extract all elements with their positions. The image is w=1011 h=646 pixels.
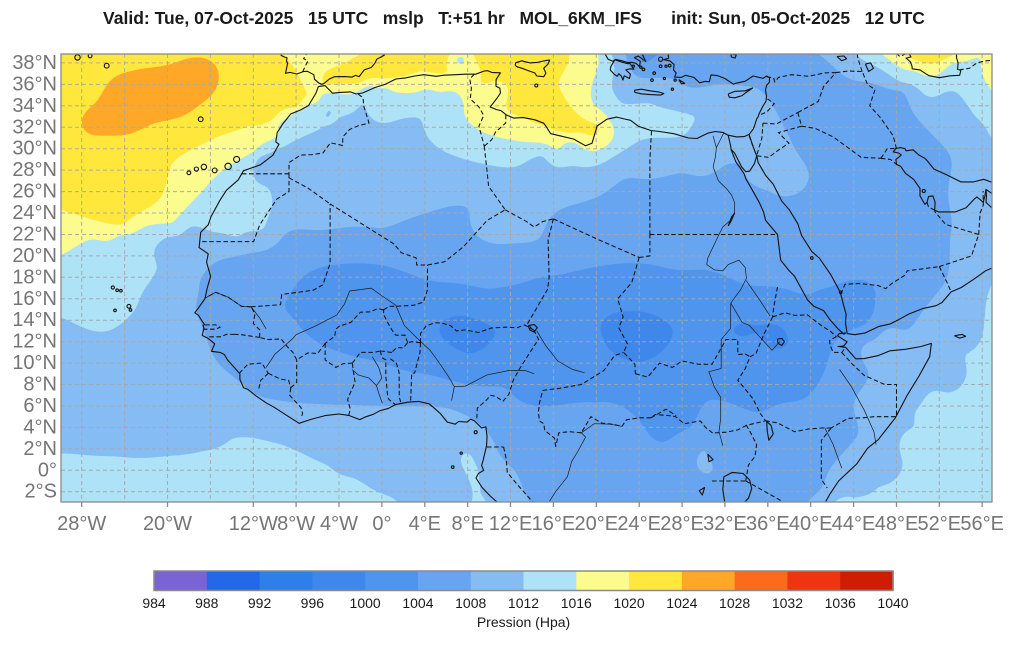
svg-text:992: 992 bbox=[248, 595, 272, 611]
svg-text:8°W: 8°W bbox=[277, 513, 315, 535]
svg-text:2°S: 2°S bbox=[25, 481, 57, 503]
svg-text:28°E: 28°E bbox=[660, 513, 704, 535]
svg-text:24°E: 24°E bbox=[617, 513, 661, 535]
svg-text:20°E: 20°E bbox=[575, 513, 619, 535]
svg-text:6°N: 6°N bbox=[23, 395, 57, 417]
svg-text:48°E: 48°E bbox=[875, 513, 919, 535]
svg-text:4°N: 4°N bbox=[23, 416, 57, 438]
svg-text:8°N: 8°N bbox=[23, 374, 57, 396]
svg-text:8°E: 8°E bbox=[451, 513, 483, 535]
svg-text:36°N: 36°N bbox=[12, 73, 57, 95]
svg-text:12°N: 12°N bbox=[12, 331, 57, 353]
svg-text:1036: 1036 bbox=[825, 595, 856, 611]
svg-text:996: 996 bbox=[301, 595, 325, 611]
svg-text:1012: 1012 bbox=[508, 595, 539, 611]
svg-text:Valid: Tue, 07-Oct-2025 15 U: Valid: Tue, 07-Oct-2025 15 UTC mslp T:+5… bbox=[103, 8, 925, 28]
svg-text:32°N: 32°N bbox=[12, 116, 57, 138]
svg-text:10°N: 10°N bbox=[12, 352, 57, 374]
svg-text:30°N: 30°N bbox=[12, 138, 57, 160]
svg-text:1008: 1008 bbox=[455, 595, 486, 611]
svg-text:18°N: 18°N bbox=[12, 266, 57, 288]
svg-text:16°E: 16°E bbox=[532, 513, 576, 535]
svg-text:1024: 1024 bbox=[666, 595, 697, 611]
svg-text:1032: 1032 bbox=[772, 595, 803, 611]
svg-text:52°E: 52°E bbox=[918, 513, 962, 535]
svg-text:1000: 1000 bbox=[350, 595, 381, 611]
svg-text:988: 988 bbox=[195, 595, 219, 611]
svg-text:44°E: 44°E bbox=[832, 513, 876, 535]
svg-text:22°N: 22°N bbox=[12, 224, 57, 246]
svg-text:12°E: 12°E bbox=[489, 513, 533, 535]
svg-text:16°N: 16°N bbox=[12, 288, 57, 310]
svg-text:12°W: 12°W bbox=[229, 513, 278, 535]
svg-text:38°N: 38°N bbox=[12, 52, 57, 74]
svg-text:56°E: 56°E bbox=[960, 513, 1004, 535]
svg-text:1040: 1040 bbox=[877, 595, 908, 611]
svg-text:984: 984 bbox=[142, 595, 166, 611]
svg-text:1016: 1016 bbox=[561, 595, 592, 611]
svg-text:40°E: 40°E bbox=[789, 513, 833, 535]
svg-text:24°N: 24°N bbox=[12, 202, 57, 224]
svg-text:1020: 1020 bbox=[613, 595, 644, 611]
svg-text:34°N: 34°N bbox=[12, 95, 57, 117]
svg-text:Pression (Hpa): Pression (Hpa) bbox=[477, 614, 570, 630]
svg-text:28°N: 28°N bbox=[12, 159, 57, 181]
svg-text:36°E: 36°E bbox=[746, 513, 790, 535]
svg-text:1004: 1004 bbox=[402, 595, 433, 611]
svg-text:0°: 0° bbox=[38, 459, 57, 481]
svg-text:14°N: 14°N bbox=[12, 309, 57, 331]
svg-text:2°N: 2°N bbox=[23, 438, 57, 460]
svg-text:20°W: 20°W bbox=[143, 513, 192, 535]
svg-text:1028: 1028 bbox=[719, 595, 750, 611]
svg-text:4°W: 4°W bbox=[320, 513, 358, 535]
svg-text:32°E: 32°E bbox=[703, 513, 747, 535]
svg-text:0°: 0° bbox=[372, 513, 391, 535]
svg-text:28°W: 28°W bbox=[57, 513, 106, 535]
svg-text:26°N: 26°N bbox=[12, 181, 57, 203]
svg-text:4°E: 4°E bbox=[409, 513, 441, 535]
svg-text:20°N: 20°N bbox=[12, 245, 57, 267]
